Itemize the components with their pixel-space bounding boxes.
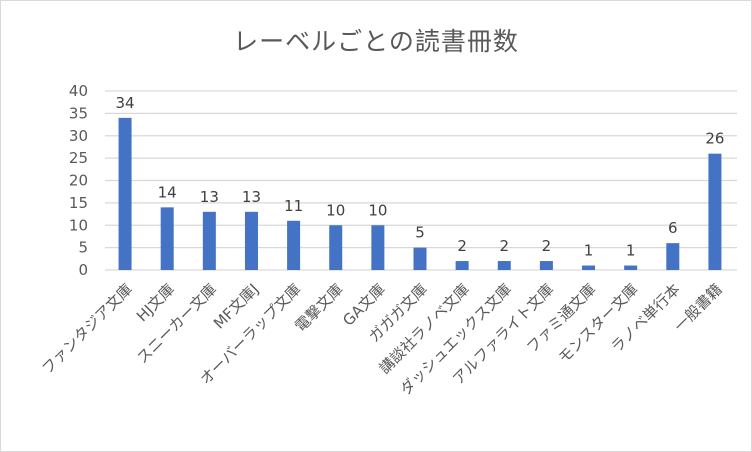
bar bbox=[539, 261, 553, 270]
bar bbox=[624, 265, 638, 270]
gridlines bbox=[105, 90, 737, 271]
y-tick-label: 5 bbox=[78, 239, 88, 257]
chart-title: レーベルごとの読書冊数 bbox=[233, 27, 519, 56]
y-tick-label: 35 bbox=[69, 104, 88, 122]
bar bbox=[329, 225, 343, 270]
bar bbox=[455, 261, 469, 270]
bar bbox=[666, 243, 680, 270]
data-label: 34 bbox=[116, 94, 135, 112]
bar bbox=[413, 247, 427, 270]
bar bbox=[160, 207, 174, 270]
y-tick-label: 10 bbox=[69, 216, 88, 234]
x-category-label: ファンタジア文庫 bbox=[38, 280, 136, 378]
data-label: 2 bbox=[499, 237, 509, 255]
y-tick-label: 15 bbox=[69, 194, 88, 212]
data-label: 11 bbox=[284, 197, 303, 215]
data-label: 2 bbox=[542, 237, 552, 255]
bars bbox=[118, 117, 722, 270]
data-label: 10 bbox=[326, 201, 345, 219]
data-label: 26 bbox=[705, 130, 724, 148]
data-label: 2 bbox=[457, 237, 467, 255]
bar bbox=[582, 265, 596, 270]
data-label: 10 bbox=[368, 201, 387, 219]
data-label: 6 bbox=[668, 219, 678, 237]
y-tick-label: 0 bbox=[78, 261, 88, 279]
bar bbox=[708, 153, 722, 270]
bar bbox=[497, 261, 511, 270]
bar bbox=[202, 211, 216, 270]
data-label: 13 bbox=[242, 188, 261, 206]
data-label: 14 bbox=[158, 183, 177, 201]
bar bbox=[371, 225, 385, 270]
data-label: 1 bbox=[626, 242, 636, 260]
bar bbox=[287, 220, 301, 270]
data-label: 5 bbox=[415, 224, 425, 242]
y-tick-label: 25 bbox=[69, 149, 88, 167]
y-tick-label: 20 bbox=[69, 172, 88, 190]
data-label: 13 bbox=[200, 188, 219, 206]
y-tick-label: 40 bbox=[69, 82, 88, 100]
bar bbox=[118, 117, 132, 270]
data-label: 1 bbox=[584, 242, 594, 260]
x-axis: ファンタジア文庫HJ文庫スニーカー文庫MF文庫Jオーバーラップ文庫電撃文庫GA文… bbox=[38, 280, 725, 398]
y-axis: 0 5 10 15 20 25 30 35 40 bbox=[69, 82, 88, 279]
y-tick-label: 30 bbox=[69, 127, 88, 145]
bar bbox=[244, 211, 258, 270]
